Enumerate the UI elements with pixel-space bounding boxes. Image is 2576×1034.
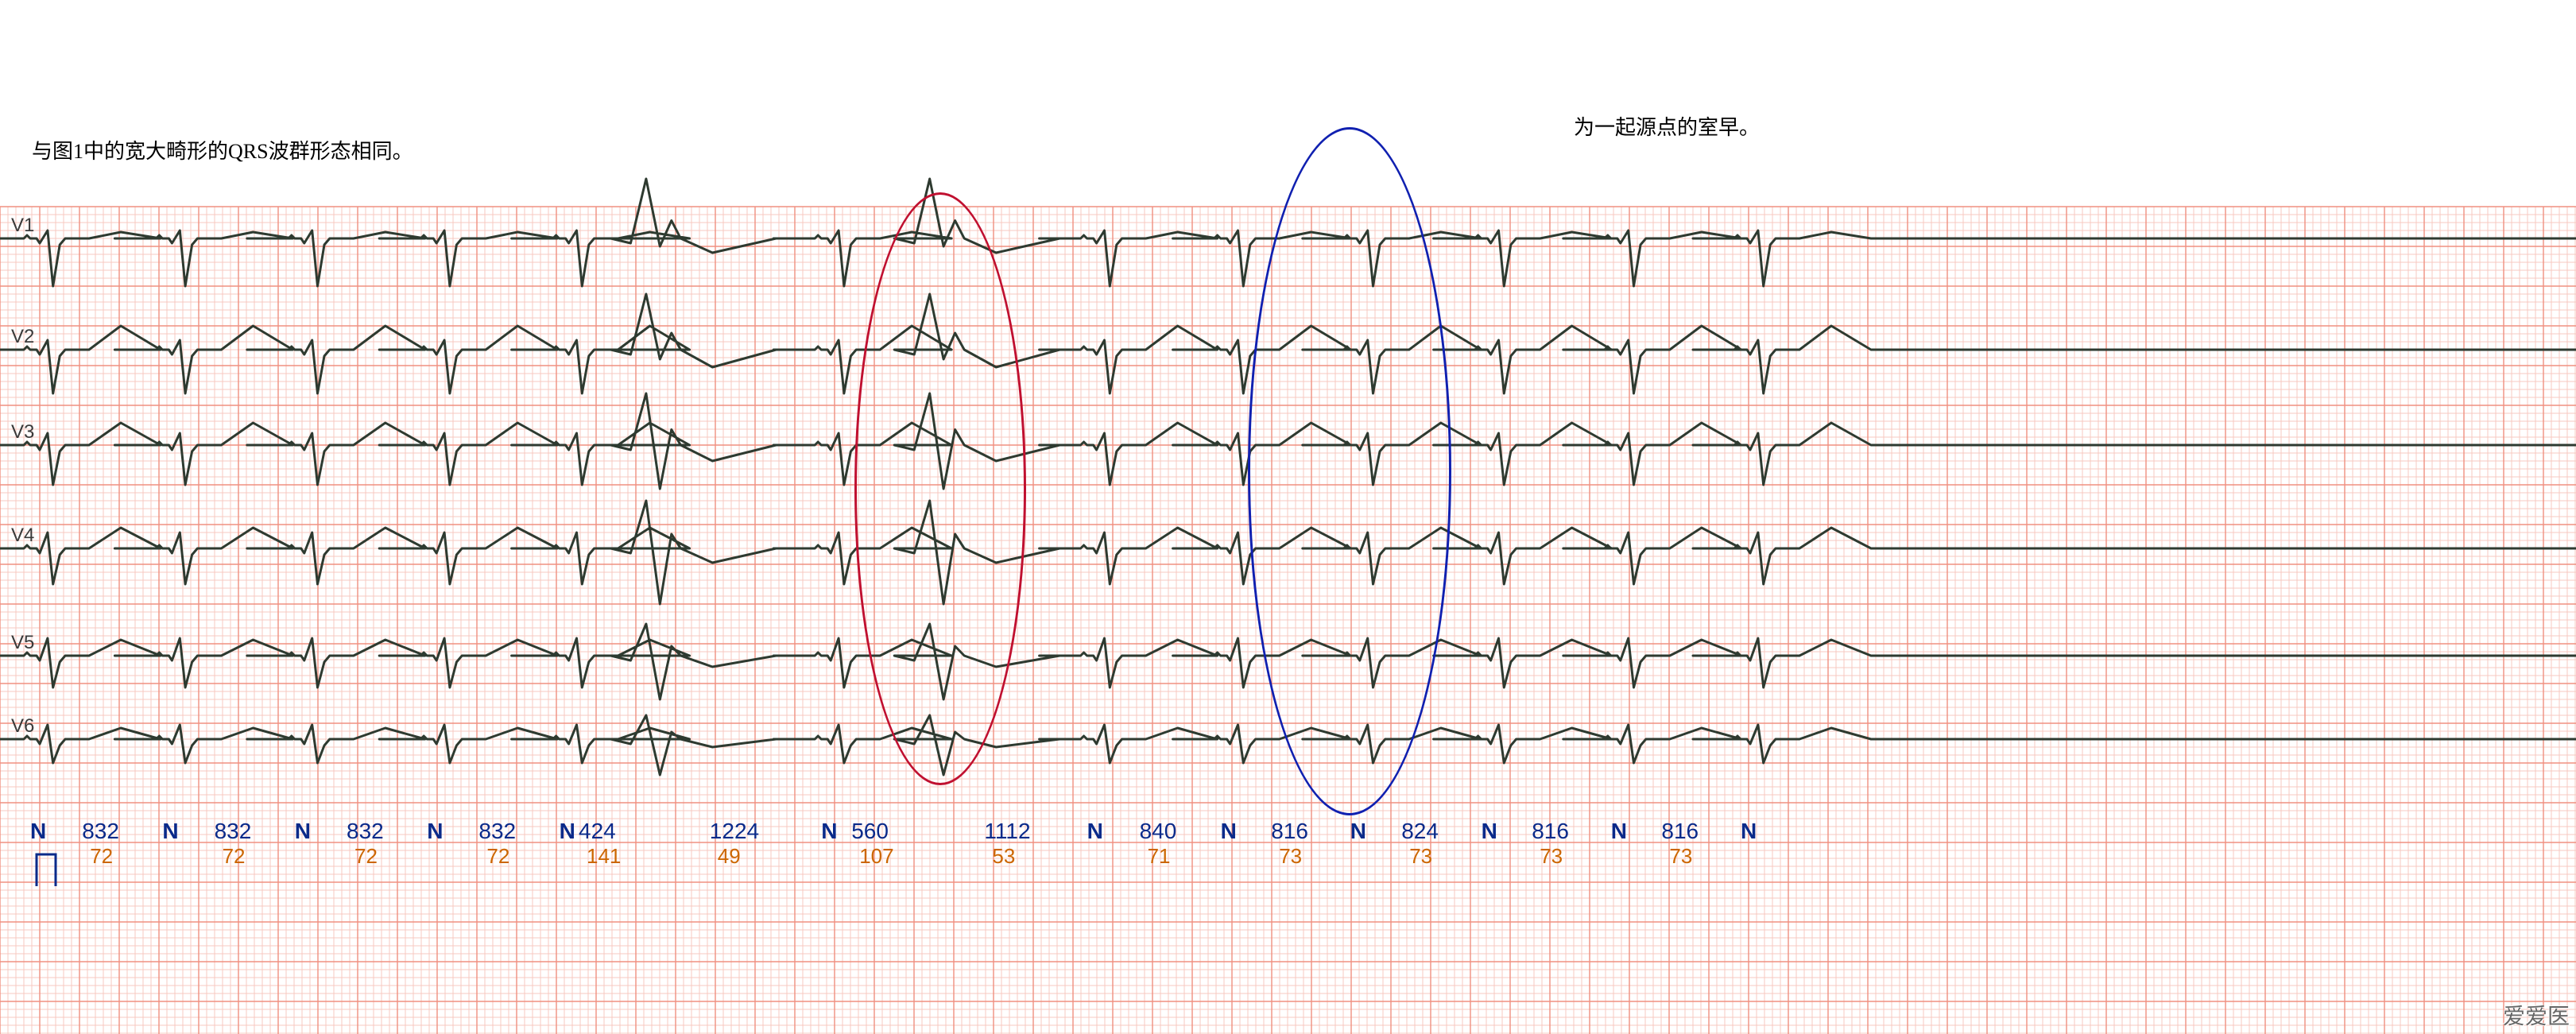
lead-label-V3: V3 [11, 421, 34, 443]
beat-heart-rate: 49 [718, 844, 741, 869]
beat-type-label: N [427, 819, 443, 844]
beat-heart-rate: 73 [1669, 844, 1692, 869]
beat-interval-ms: 816 [1271, 819, 1308, 844]
highlight-ellipse-blue [1248, 127, 1451, 815]
beat-heart-rate: 73 [1540, 844, 1563, 869]
beat-interval-ms: 560 [851, 819, 889, 844]
beat-type-label: N [295, 819, 311, 844]
beat-type-label: N [1741, 819, 1757, 844]
beat-type-label: N [1087, 819, 1103, 844]
beat-interval-ms: 832 [82, 819, 119, 844]
beat-interval-ms: 824 [1401, 819, 1439, 844]
beat-interval-ms: 832 [478, 819, 516, 844]
beat-type-label: N [1350, 819, 1366, 844]
beat-heart-rate: 72 [354, 844, 378, 869]
highlight-ellipse-red [854, 192, 1026, 785]
beat-heart-rate: 73 [1409, 844, 1432, 869]
ecg-canvas: 与图1中的宽大畸形的QRS波群形态相同。 为一起源点的室早。 V1 V2 V3 V4 V… [0, 0, 2576, 1034]
beat-heart-rate: 72 [486, 844, 509, 869]
beat-heart-rate: 73 [1279, 844, 1302, 869]
beat-heart-rate: 107 [859, 844, 893, 869]
beat-type-label: N [162, 819, 178, 844]
watermark: 爱爱医 [2503, 999, 2570, 1031]
beat-interval-ms: 832 [215, 819, 252, 844]
beat-interval-ms: 424 [579, 819, 616, 844]
beat-interval-ms: 1224 [710, 819, 759, 844]
beat-interval-ms: 816 [1661, 819, 1699, 844]
beat-interval-ms: 816 [1532, 819, 1569, 844]
beat-interval-ms: 840 [1140, 819, 1177, 844]
beat-interval-ms: 832 [347, 819, 384, 844]
lead-label-V2: V2 [11, 326, 34, 348]
lead-label-V5: V5 [11, 632, 34, 654]
beat-type-label: N [1611, 819, 1627, 844]
calibration-mark [33, 850, 60, 890]
beat-heart-rate: 53 [992, 844, 1015, 869]
annotation-right: 为一起源点的室早。 [1574, 111, 1760, 141]
lead-label-V6: V6 [11, 715, 34, 738]
beat-type-label: N [1221, 819, 1237, 844]
beat-interval-ms: 1112 [984, 819, 1030, 844]
beat-type-label: N [30, 819, 46, 844]
beat-heart-rate: 71 [1148, 844, 1171, 869]
beat-heart-rate: 72 [223, 844, 246, 869]
beat-type-label: N [821, 819, 837, 844]
beat-type-label: N [1482, 819, 1497, 844]
lead-label-V1: V1 [11, 215, 34, 237]
beat-heart-rate: 72 [90, 844, 113, 869]
lead-label-V4: V4 [11, 525, 34, 547]
annotation-left: 与图1中的宽大畸形的QRS波群形态相同。 [32, 135, 413, 165]
beat-heart-rate: 141 [587, 844, 621, 869]
beat-type-label: N [560, 819, 575, 844]
